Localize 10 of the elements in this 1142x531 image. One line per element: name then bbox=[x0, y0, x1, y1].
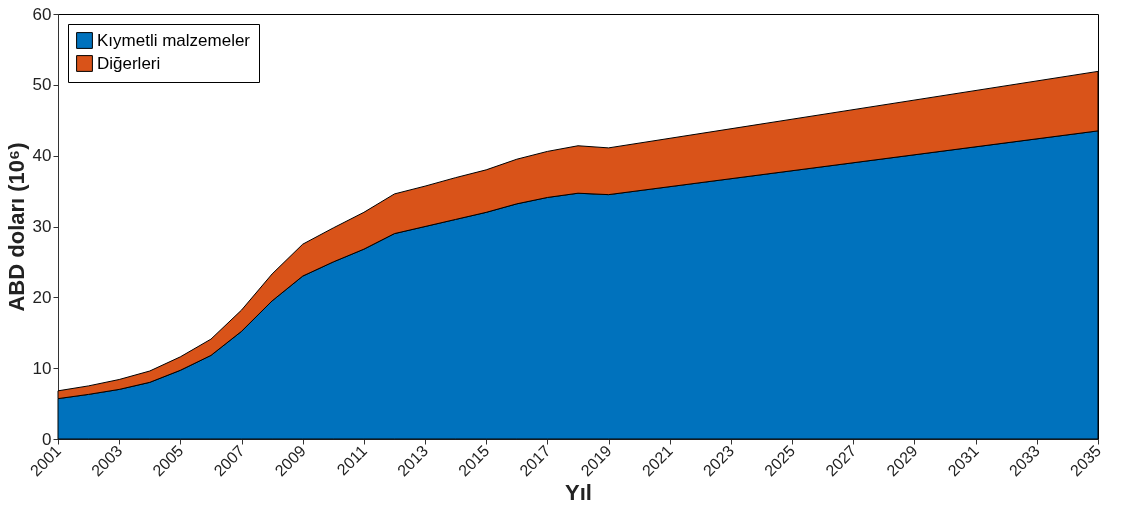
y-tick-label: 20 bbox=[32, 287, 52, 307]
x-axis-title: Yıl bbox=[565, 480, 592, 506]
y-axis-title: ABD doları (10⁶) bbox=[3, 142, 29, 312]
y-tick-label: 10 bbox=[32, 358, 52, 378]
y-tick-label: 50 bbox=[32, 75, 52, 95]
y-tick-label: 60 bbox=[32, 4, 52, 24]
legend-label: Diğerleri bbox=[97, 53, 161, 73]
y-tick-label: 40 bbox=[32, 146, 52, 166]
legend-label: Kıymetli malzemeler bbox=[97, 30, 251, 50]
y-tick-label: 30 bbox=[32, 217, 52, 236]
